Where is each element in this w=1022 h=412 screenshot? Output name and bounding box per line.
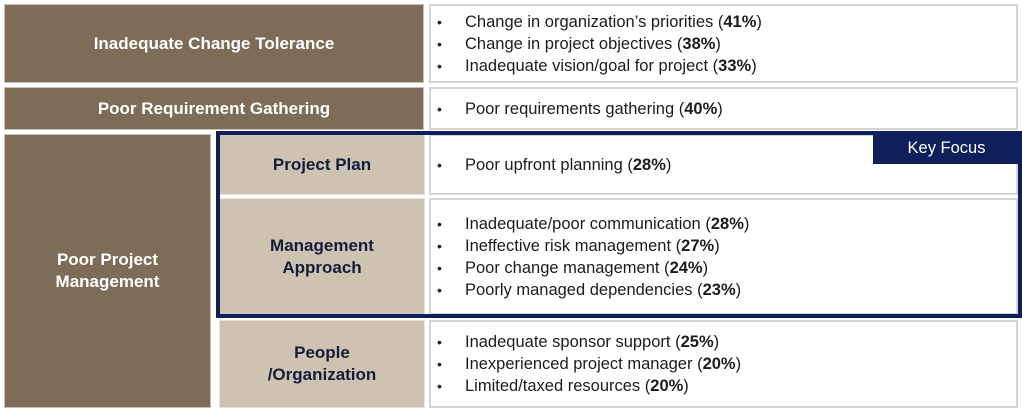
list-item: Poor change management (24%) — [437, 257, 1016, 279]
list-item: Poor requirements gathering (40%) — [437, 98, 1016, 120]
list-item: Inadequate/poor communication (28%) — [437, 213, 1016, 235]
list-item: Poorly managed dependencies (23%) — [437, 279, 1016, 301]
subcategory-label-line1: People — [294, 343, 350, 362]
key-focus-label: Key Focus — [907, 139, 986, 157]
subcategory-project-plan: Project Plan — [219, 134, 425, 195]
subcategory-label-line1: Management — [270, 235, 374, 255]
category-label-line1: Poor Project — [56, 250, 159, 269]
list-item: Change in project objectives (38%) — [437, 33, 1016, 55]
category-label-line2: Management — [55, 272, 160, 291]
cause-list-requirement-gathering: Poor requirements gathering (40%) — [429, 87, 1018, 130]
list-item: Ineffective risk management (27%) — [437, 235, 1016, 257]
subcategory-people-organization: People /Organization — [219, 320, 425, 408]
list-item: Limited/taxed resources (20%) — [437, 375, 1016, 397]
subcategory-label-line2: Approach — [282, 257, 362, 277]
category-label: Poor Requirement Gathering — [97, 98, 331, 118]
subcategory-label: Project Plan — [272, 154, 372, 174]
category-label: Inadequate Change Tolerance — [93, 33, 335, 53]
list-item: Inadequate vision/goal for project (33%) — [437, 55, 1016, 77]
list-item: Change in organization’s priorities (41%… — [437, 11, 1016, 33]
key-focus-tag: Key Focus — [873, 133, 1020, 164]
list-item: Inadequate sponsor support (25%) — [437, 331, 1016, 353]
category-poor-requirement-gathering: Poor Requirement Gathering — [4, 87, 424, 130]
cause-list-change-tolerance: Change in organization’s priorities (41%… — [429, 4, 1018, 83]
subcategory-label-line2: /Organization — [267, 365, 377, 384]
cause-list-people-organization: Inadequate sponsor support (25%) Inexper… — [429, 320, 1018, 408]
subcategory-management-approach: Management Approach — [219, 198, 425, 315]
category-poor-project-management: Poor Project Management — [4, 134, 211, 408]
category-inadequate-change-tolerance: Inadequate Change Tolerance — [4, 4, 424, 83]
list-item: Poor upfront planning (28%) — [437, 154, 1016, 176]
list-item: Inexperienced project manager (20%) — [437, 353, 1016, 375]
cause-list-management-approach: Inadequate/poor communication (28%) Inef… — [429, 198, 1018, 315]
